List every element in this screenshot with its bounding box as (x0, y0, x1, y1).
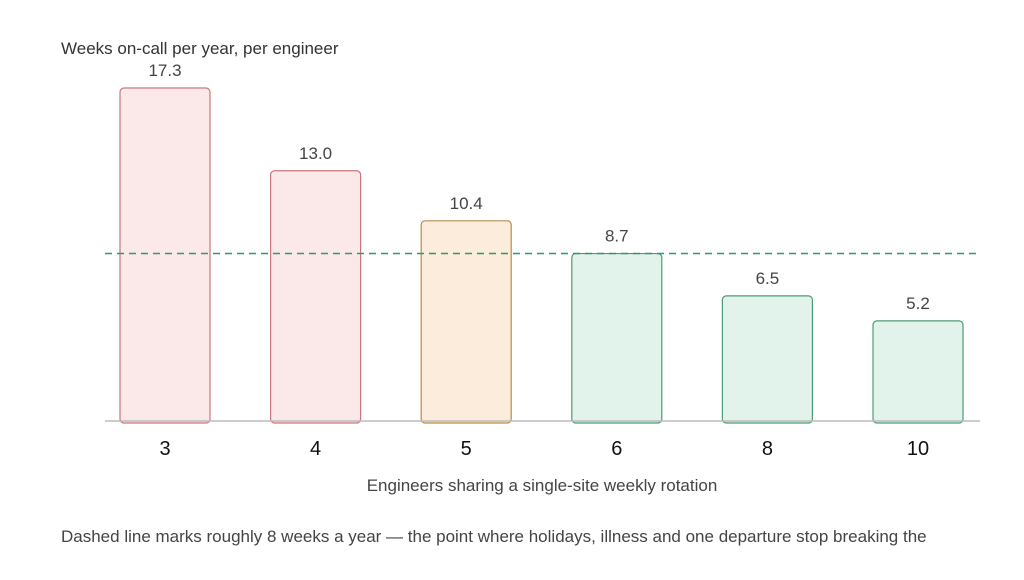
x-tick-label-10: 10 (907, 438, 929, 460)
x-tick-label-6: 6 (611, 438, 622, 460)
bar-10 (872, 320, 964, 424)
bars-layer (119, 87, 964, 424)
value-label-3: 17.3 (148, 61, 181, 80)
bar-8 (721, 295, 814, 424)
bar-3 (119, 87, 211, 424)
x-tick-label-3: 3 (159, 438, 170, 460)
x-tick-label-5: 5 (461, 438, 472, 460)
y-axis-title: Weeks on-call per year, per engineer (61, 39, 339, 58)
x-tick-label-4: 4 (310, 438, 321, 460)
value-label-8: 6.5 (756, 269, 780, 288)
x-axis-title: Engineers sharing a single-site weekly r… (367, 476, 718, 495)
value-label-6: 8.7 (605, 227, 629, 246)
value-labels-layer: 17.3 13.0 10.4 8.7 6.5 5.2 (148, 61, 929, 313)
bar-5 (420, 220, 512, 424)
x-tick-label-8: 8 (762, 438, 773, 460)
bar-6 (571, 252, 663, 424)
footnote: Dashed line marks roughly 8 weeks a year… (61, 527, 927, 546)
bar-4 (270, 170, 362, 424)
x-tick-labels: 3 4 5 6 8 10 (159, 438, 929, 460)
value-label-10: 5.2 (906, 294, 930, 313)
value-label-4: 13.0 (299, 144, 332, 163)
value-label-5: 10.4 (450, 194, 483, 213)
